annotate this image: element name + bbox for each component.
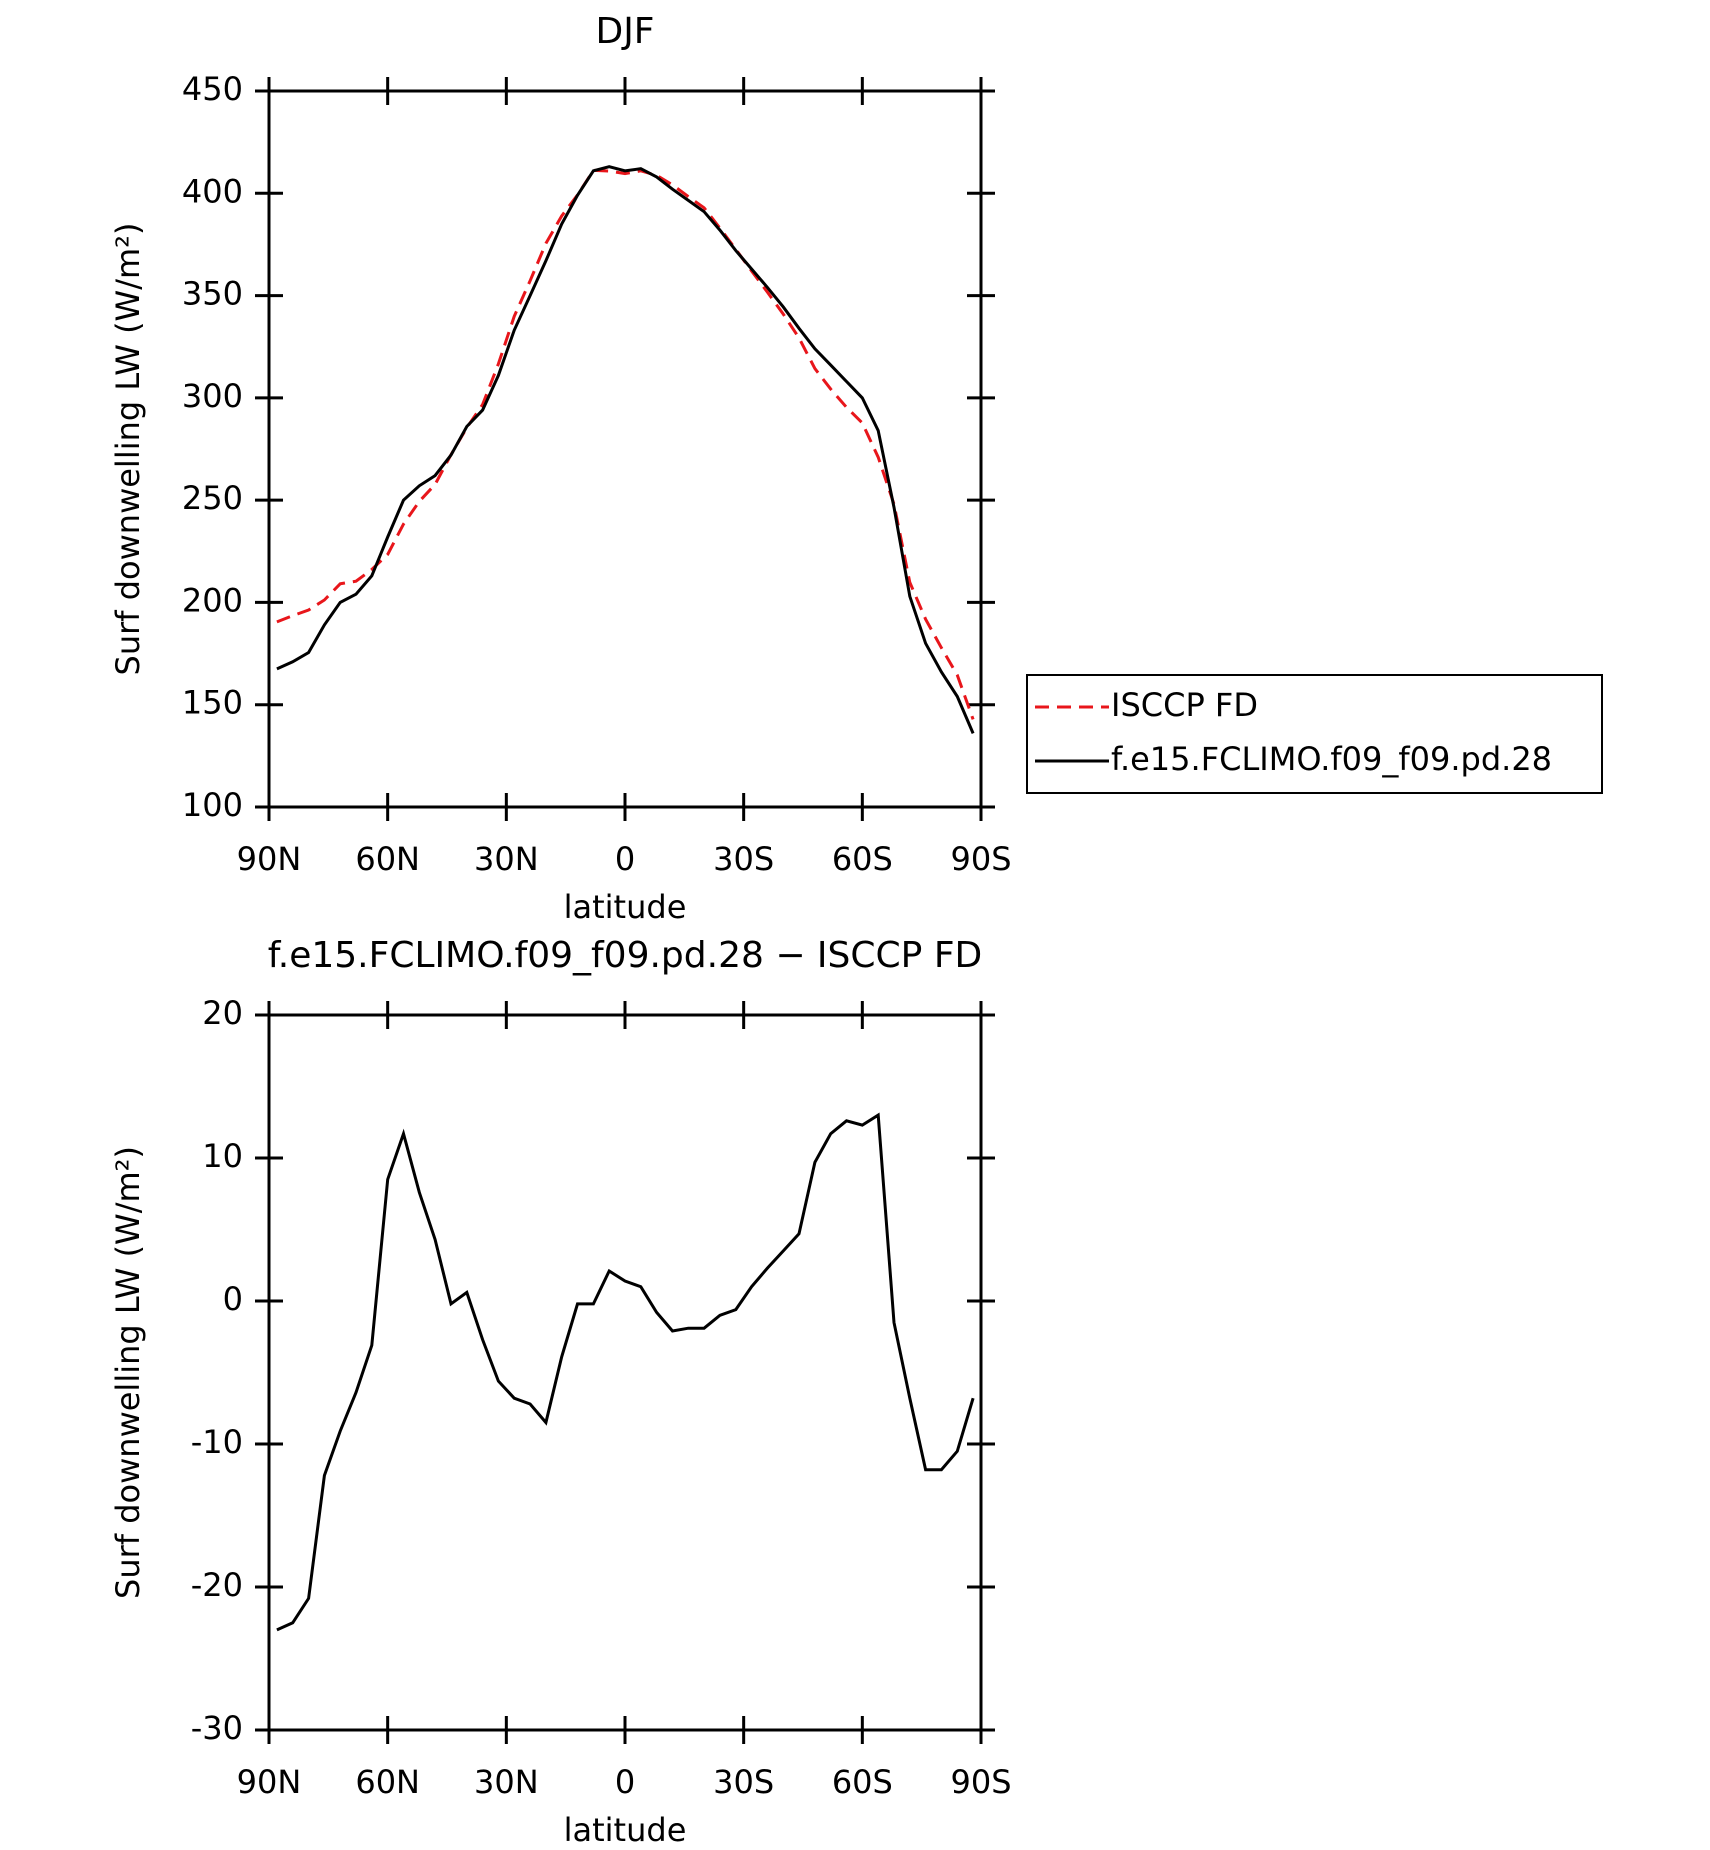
legend-label: f.e15.FCLIMO.f09_f09.pd.28 [1111,740,1552,778]
y-tick-label: -10 [191,1423,243,1461]
y-tick-label: 350 [182,275,243,313]
data-line [276,165,975,734]
x-tick-label: 0 [615,840,635,878]
plot-frame [267,1013,983,1732]
x-tick-label: 0 [615,1763,635,1801]
y-tick-label: 200 [182,581,243,619]
y-tick-label: 250 [182,479,243,517]
data-line [276,1112,975,1632]
data-line [276,168,975,720]
x-tick-label: 60N [355,1763,420,1801]
y-tick-label: -20 [191,1566,243,1604]
y-tick-label: 450 [182,70,243,108]
x-tick-label: 90N [237,1763,302,1801]
x-tick-label: 30S [713,840,774,878]
y-tick-label: 0 [223,1280,243,1318]
y-axis-label: Surf downwelling LW (W/m²) [109,223,147,676]
plot-frame [267,89,983,809]
legend-box [1026,674,1603,794]
y-tick-label: 20 [202,994,243,1032]
x-tick-label: 30S [713,1763,774,1801]
y-tick-label: -30 [191,1709,243,1747]
y-tick-label: 150 [182,684,243,722]
chart-title: f.e15.FCLIMO.f09_f09.pd.28 − ISCCP FD [268,935,983,976]
legend-label: ISCCP FD [1111,686,1258,724]
x-tick-label: 60S [832,1763,893,1801]
y-tick-label: 400 [182,172,243,210]
x-axis-label: latitude [564,1811,687,1849]
x-tick-label: 30N [474,1763,539,1801]
y-tick-label: 300 [182,377,243,415]
x-tick-label: 90S [950,1763,1011,1801]
x-tick-label: 30N [474,840,539,878]
y-axis-label: Surf downwelling LW (W/m²) [109,1146,147,1599]
y-tick-label: 10 [202,1137,243,1175]
chart-title: DJF [595,11,654,52]
x-axis-label: latitude [564,888,687,926]
x-tick-label: 90S [950,840,1011,878]
y-tick-label: 100 [182,786,243,824]
x-tick-label: 90N [237,840,302,878]
x-tick-label: 60N [355,840,420,878]
x-tick-label: 60S [832,840,893,878]
